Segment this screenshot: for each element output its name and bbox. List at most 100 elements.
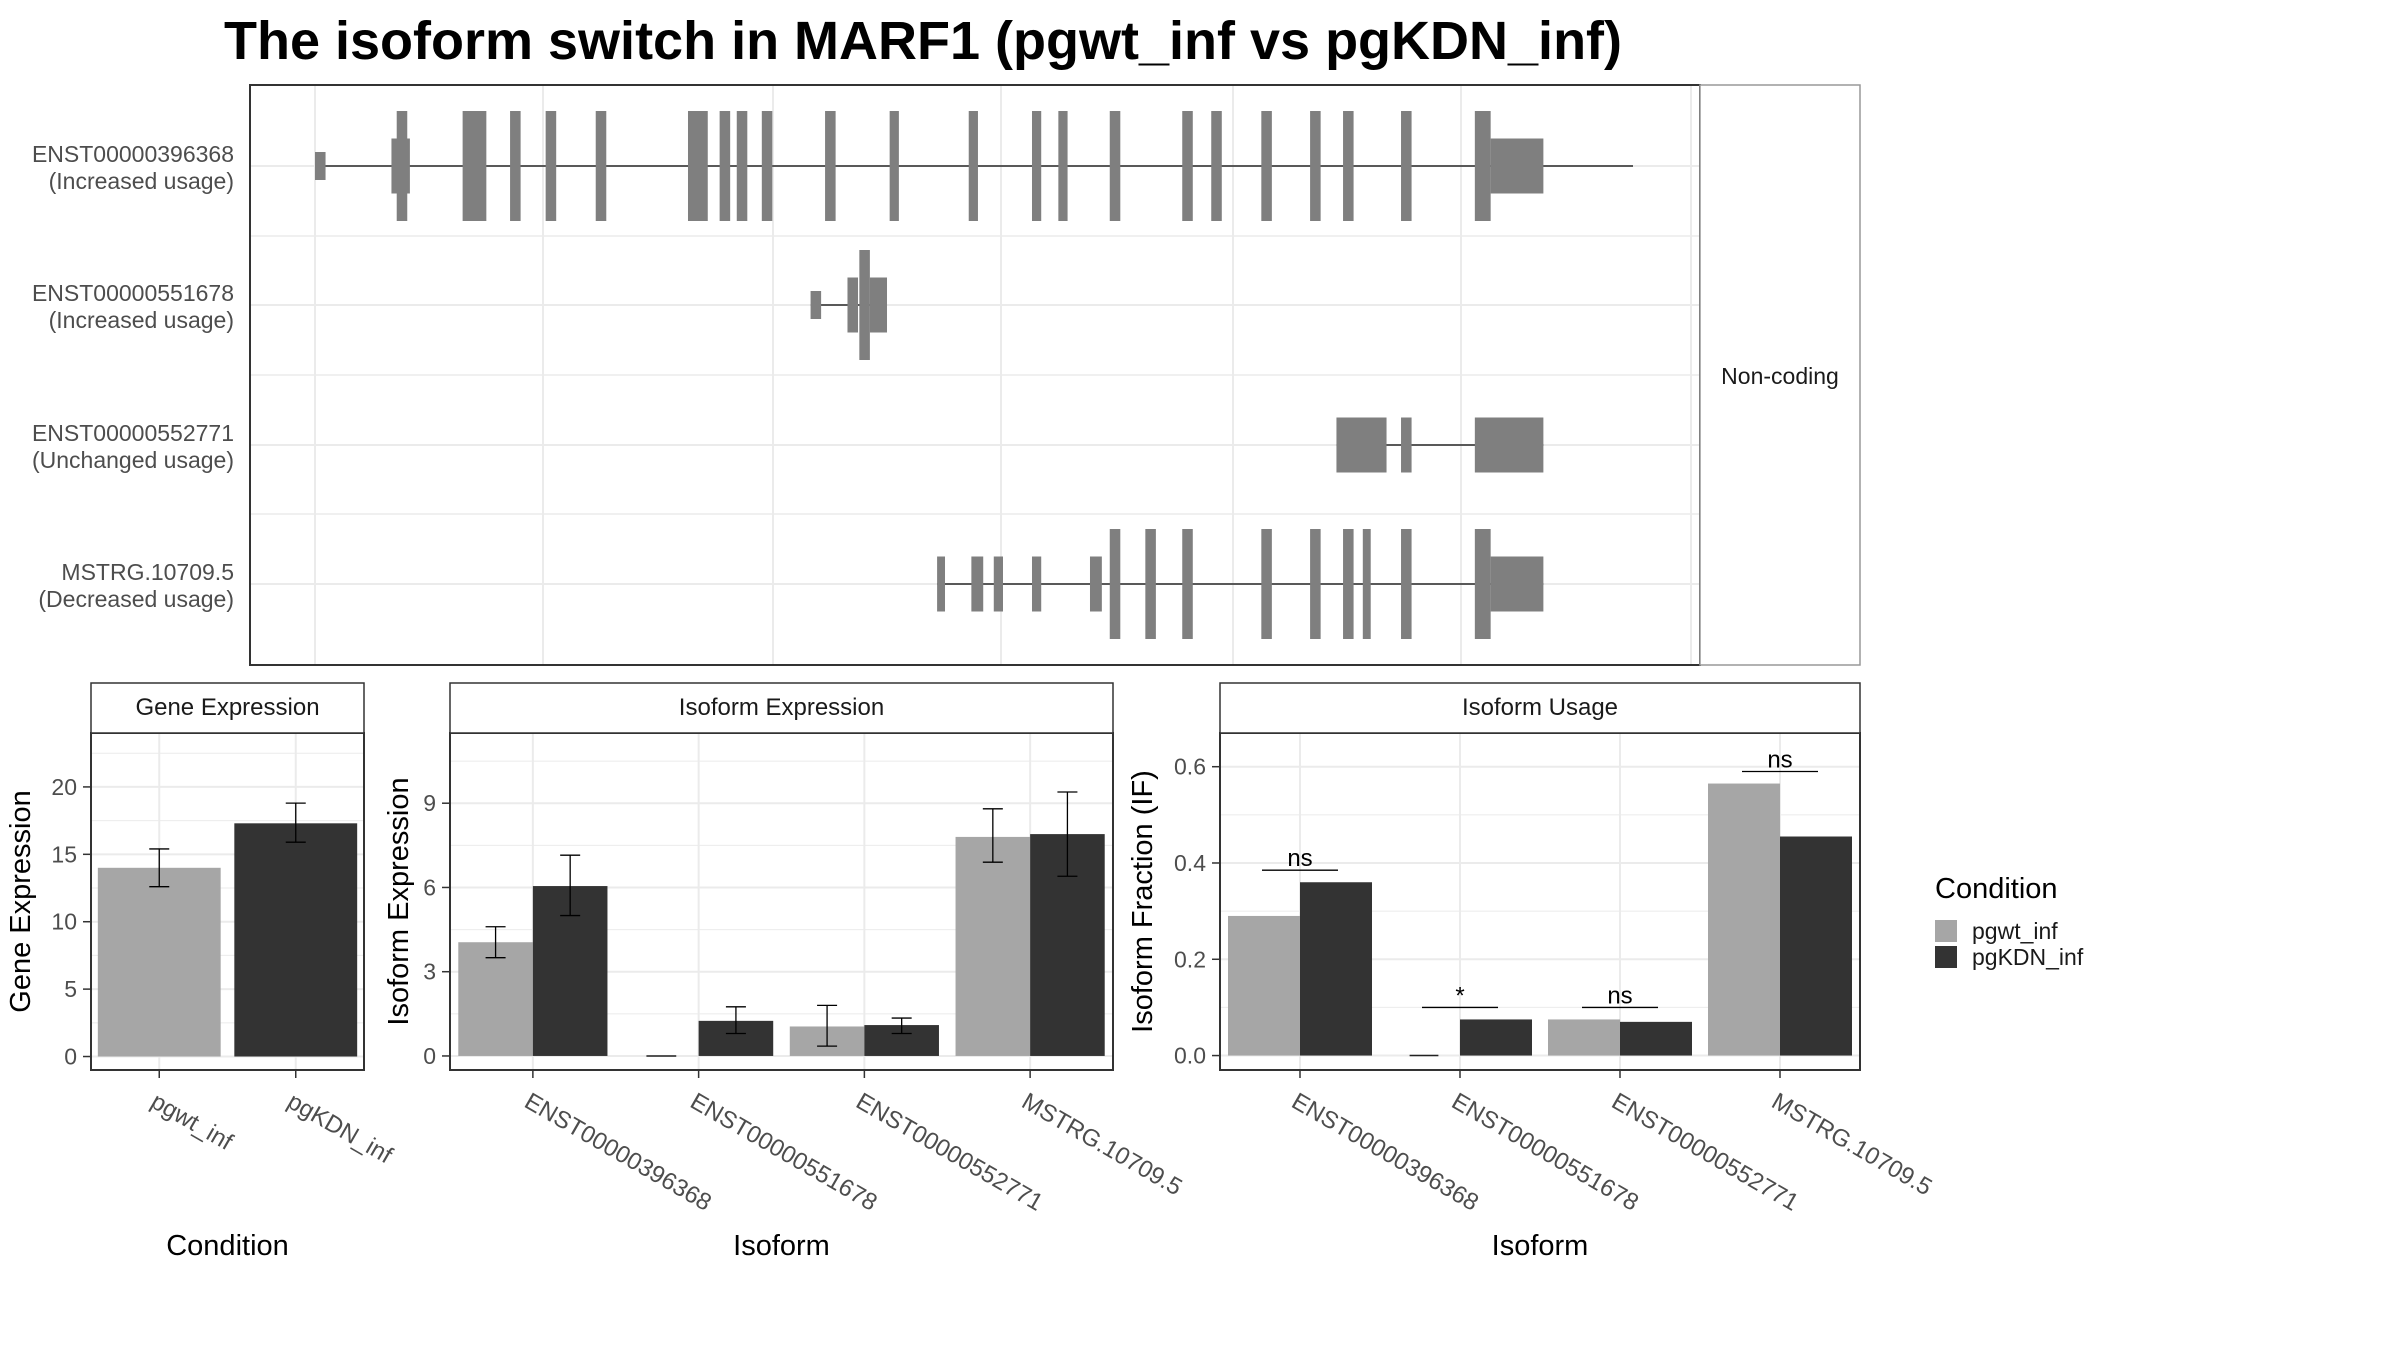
facet-strip-label: Non-coding xyxy=(1721,363,1839,389)
significance-label: ns xyxy=(1767,747,1792,774)
exon-block xyxy=(1343,529,1354,639)
y-axis-title: Isoform Expression xyxy=(383,777,415,1025)
x-tick-label: ENST00000396368 xyxy=(520,1088,716,1217)
y-axis-title: Isoform Fraction (IF) xyxy=(1127,770,1159,1033)
exon-block xyxy=(889,111,899,221)
y-tick-label: 20 xyxy=(51,774,77,800)
exon-block xyxy=(937,556,946,612)
y-tick-label: 10 xyxy=(51,909,77,935)
y-tick-label: 9 xyxy=(423,790,436,816)
y-tick-label: 0.6 xyxy=(1174,754,1206,780)
y-tick-label: 0.0 xyxy=(1174,1043,1206,1069)
exon-block xyxy=(1031,111,1042,221)
exon-block xyxy=(1474,417,1544,473)
x-tick-label: pgKDN_inf xyxy=(283,1088,397,1170)
bar-pgwt_inf xyxy=(1708,783,1780,1056)
exon-block xyxy=(859,250,870,360)
transcript-usage-label: (Decreased usage) xyxy=(38,586,234,612)
bar-pgKDN_inf xyxy=(1300,882,1372,1056)
bar-pgwt_inf xyxy=(955,836,1031,1056)
exon-block xyxy=(968,111,978,221)
exon-block xyxy=(847,277,859,333)
transcript-usage-label: (Increased usage) xyxy=(49,307,234,333)
x-tick-label: ENST00000551678 xyxy=(686,1088,882,1217)
gene-structure-panel: ENST00000396368(Increased usage)ENST0000… xyxy=(32,84,1861,666)
legend-title: Condition xyxy=(1935,873,2058,905)
bar-pgwt_inf xyxy=(458,942,533,1056)
bar-pgKDN_inf xyxy=(1460,1019,1532,1056)
exon-block xyxy=(1031,556,1042,612)
transcript-id-label: ENST00000552771 xyxy=(32,420,234,446)
transcript-usage-label: (Increased usage) xyxy=(49,168,234,194)
exon-block xyxy=(971,556,984,612)
exon-block xyxy=(510,111,521,221)
y-axis-title: Gene Expression xyxy=(5,790,37,1012)
exon-block xyxy=(719,111,731,221)
exon-block xyxy=(1109,529,1121,639)
y-tick-label: 3 xyxy=(423,959,436,985)
significance-label: * xyxy=(1455,982,1464,1009)
isoform-expression-panel: Isoform Expression0369ENST00000396368ENS… xyxy=(383,682,1187,1262)
x-axis-title: Isoform xyxy=(733,1230,830,1262)
y-tick-label: 0.4 xyxy=(1174,850,1206,876)
bar-pgwt_inf xyxy=(1228,915,1300,1056)
bar-pgKDN_inf xyxy=(1620,1021,1692,1056)
x-tick-label: pgwt_inf xyxy=(146,1088,237,1156)
transcript-usage-label: (Unchanged usage) xyxy=(32,447,234,473)
page-title: The isoform switch in MARF1 (pgwt_inf vs… xyxy=(224,11,1623,71)
exon-block xyxy=(687,111,708,221)
exon-block xyxy=(1474,111,1491,221)
exon-block xyxy=(1362,529,1371,639)
exon-block xyxy=(315,152,326,180)
bar-pgwt_inf xyxy=(1548,1019,1620,1056)
y-tick-label: 0 xyxy=(423,1043,436,1069)
facet-strip xyxy=(1219,682,1861,734)
x-tick-label: ENST00000552771 xyxy=(851,1088,1047,1217)
exon-block xyxy=(1089,556,1102,612)
facet-strip xyxy=(449,682,1114,734)
exon-block xyxy=(1261,111,1272,221)
gene-expression-panel: Gene Expression 0 5 10 15 20 pgwt_inf pgKDN_inf… xyxy=(5,682,397,1262)
exon-block xyxy=(595,111,607,221)
x-tick-label: MSTRG.10709.5 xyxy=(1767,1088,1936,1201)
legend-swatch-pgKDN_inf xyxy=(1935,946,1957,968)
exon-block xyxy=(1474,529,1491,639)
facet-strip-label: Gene Expression xyxy=(135,694,319,721)
exon-block xyxy=(869,277,888,333)
transcript-id-label: ENST00000551678 xyxy=(32,280,234,306)
exon-block xyxy=(462,111,487,221)
legend-label: pgwt_inf xyxy=(1972,918,2058,944)
exon-block xyxy=(1310,529,1321,639)
y-tick-label: 6 xyxy=(423,874,436,900)
exon-block xyxy=(396,111,408,221)
exon-block xyxy=(1145,529,1156,639)
y-tick-label: 0 xyxy=(64,1044,77,1070)
x-axis-title: Condition xyxy=(166,1230,289,1262)
bar-pgKDN_inf xyxy=(234,823,358,1057)
exon-block xyxy=(1182,529,1193,639)
significance-label: ns xyxy=(1287,845,1312,872)
exon-block xyxy=(825,111,836,221)
y-tick-label: 5 xyxy=(64,976,77,1002)
x-tick-label: MSTRG.10709.5 xyxy=(1017,1088,1186,1201)
exon-block xyxy=(545,111,557,221)
legend-label: pgKDN_inf xyxy=(1972,944,2084,970)
exon-block xyxy=(1401,111,1412,221)
exon-block xyxy=(1058,111,1068,221)
facet-strip-label: Isoform Expression xyxy=(679,694,884,721)
facet-strip xyxy=(90,682,365,734)
exon-block xyxy=(810,291,822,319)
exon-block xyxy=(1490,138,1544,194)
exon-block xyxy=(993,556,1003,612)
exon-block xyxy=(1109,111,1121,221)
exon-block xyxy=(1343,111,1354,221)
x-axis-title: Isoform xyxy=(1492,1230,1589,1262)
facet-strip-label: Isoform Usage xyxy=(1462,694,1618,721)
exon-block xyxy=(1401,529,1412,639)
bar-pgKDN_inf xyxy=(1780,836,1852,1056)
y-tick-label: 15 xyxy=(51,841,77,867)
significance-label: ns xyxy=(1607,982,1632,1009)
exon-block xyxy=(1310,111,1321,221)
